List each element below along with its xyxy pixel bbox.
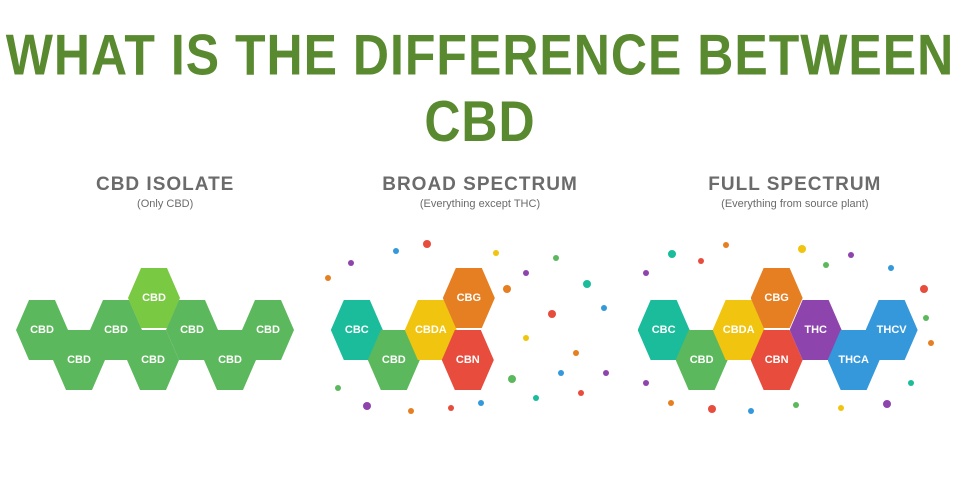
decorative-dot — [920, 285, 928, 293]
decorative-dot — [603, 370, 609, 376]
decorative-dot — [723, 242, 729, 248]
decorative-dot — [798, 245, 806, 253]
decorative-dot — [748, 408, 754, 414]
panel-subtitle: (Everything except THC) — [323, 198, 637, 210]
main-title: WHAT IS THE DIFFERENCE BETWEEN CBD — [0, 0, 960, 155]
hex-stage: CBCCBDCBDACBGCBN — [323, 230, 637, 430]
decorative-dot — [643, 380, 649, 386]
decorative-dot — [558, 370, 564, 376]
decorative-dot — [668, 400, 674, 406]
decorative-dot — [348, 260, 354, 266]
panel-full: FULL SPECTRUM (Everything from source pl… — [638, 174, 952, 430]
decorative-dot — [493, 250, 499, 256]
decorative-dot — [508, 375, 516, 383]
decorative-dot — [423, 240, 431, 248]
decorative-dot — [823, 262, 829, 268]
decorative-dot — [668, 250, 676, 258]
decorative-dot — [928, 340, 934, 346]
panel-title: BROAD SPECTRUM — [323, 174, 637, 196]
decorative-dot — [908, 380, 914, 386]
panel-subtitle: (Only CBD) — [8, 198, 322, 210]
panel-isolate: CBD ISOLATE (Only CBD) CBDCBDCBDCBDCBDCB… — [8, 174, 322, 430]
decorative-dot — [643, 270, 649, 276]
decorative-dot — [698, 258, 704, 264]
decorative-dot — [553, 255, 559, 261]
hex-stage: CBCCBDCBDACBGCBNTHCTHCATHCV — [638, 230, 952, 430]
decorative-dot — [883, 400, 891, 408]
decorative-dot — [363, 402, 371, 410]
decorative-dot — [548, 310, 556, 318]
decorative-dot — [838, 405, 844, 411]
decorative-dot — [335, 385, 341, 391]
panel-subtitle: (Everything from source plant) — [638, 198, 952, 210]
decorative-dot — [408, 408, 414, 414]
decorative-dot — [848, 252, 854, 258]
decorative-dot — [583, 280, 591, 288]
decorative-dot — [708, 405, 716, 413]
decorative-dot — [793, 402, 799, 408]
decorative-dot — [325, 275, 331, 281]
decorative-dot — [573, 350, 579, 356]
decorative-dot — [478, 400, 484, 406]
decorative-dot — [888, 265, 894, 271]
panel-broad: BROAD SPECTRUM (Everything except THC) C… — [323, 174, 637, 430]
decorative-dot — [393, 248, 399, 254]
panels-row: CBD ISOLATE (Only CBD) CBDCBDCBDCBDCBDCB… — [0, 144, 960, 430]
decorative-dot — [533, 395, 539, 401]
panel-title: FULL SPECTRUM — [638, 174, 952, 196]
hex-stage: CBDCBDCBDCBDCBDCBDCBDCBD — [8, 230, 322, 430]
decorative-dot — [503, 285, 511, 293]
decorative-dot — [578, 390, 584, 396]
decorative-dot — [523, 270, 529, 276]
decorative-dot — [923, 315, 929, 321]
decorative-dot — [601, 305, 607, 311]
panel-title: CBD ISOLATE — [8, 174, 322, 196]
decorative-dot — [448, 405, 454, 411]
decorative-dot — [523, 335, 529, 341]
